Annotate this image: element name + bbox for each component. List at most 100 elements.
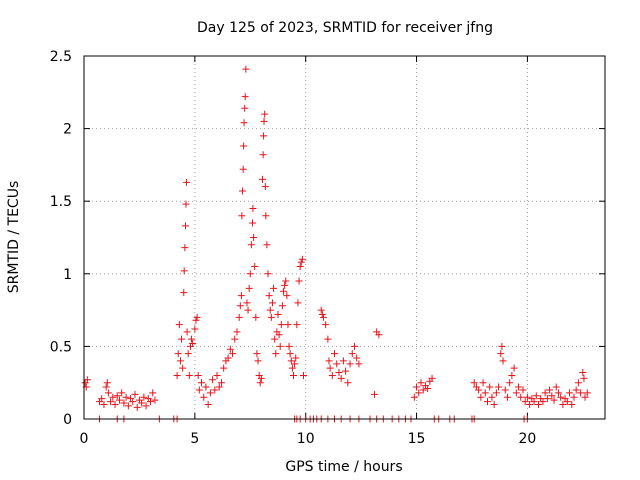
data-point — [104, 389, 112, 397]
data-point — [339, 357, 347, 365]
data-point — [413, 383, 421, 391]
data-point — [319, 313, 327, 321]
x-tick-label: 10 — [297, 431, 315, 447]
data-point — [534, 400, 542, 408]
data-point — [178, 335, 186, 343]
data-point — [532, 392, 540, 400]
data-point — [523, 393, 531, 401]
data-point — [499, 357, 507, 365]
data-point — [202, 383, 210, 391]
data-point — [129, 398, 137, 406]
data-point — [342, 367, 350, 375]
data-point — [337, 374, 345, 382]
data-point — [173, 371, 181, 379]
data-point — [286, 350, 294, 358]
data-point — [233, 328, 241, 336]
data-point — [290, 371, 298, 379]
data-point — [175, 321, 183, 329]
data-point — [237, 292, 245, 300]
data-point — [293, 321, 301, 329]
data-point — [583, 389, 591, 397]
data-point — [191, 325, 199, 333]
data-point — [318, 310, 326, 318]
data-point — [241, 104, 249, 112]
data-point — [240, 142, 248, 150]
tick-labels: 0 5 10 15 20 0 0.5 1 1.5 2 2.5 — [50, 49, 537, 447]
data-point — [131, 390, 139, 398]
data-point — [488, 393, 496, 401]
data-point — [278, 302, 286, 310]
data-point — [479, 379, 487, 387]
data-point — [195, 386, 203, 394]
x-tick-label: 5 — [190, 431, 199, 447]
data-point — [297, 258, 305, 266]
data-point — [285, 342, 293, 350]
data-point — [510, 364, 518, 372]
data-point — [252, 313, 260, 321]
data-point — [151, 396, 159, 404]
data-point — [424, 385, 432, 393]
data-point — [253, 350, 261, 358]
data-point — [247, 241, 255, 249]
data-point — [325, 357, 333, 365]
data-point — [346, 360, 354, 368]
data-point — [483, 398, 491, 406]
data-point — [102, 383, 110, 391]
data-point — [176, 357, 184, 365]
data-point — [566, 389, 574, 397]
data-point — [267, 313, 275, 321]
data-point — [497, 350, 505, 358]
data-point — [254, 357, 262, 365]
chart-title: Day 125 of 2023, SRMTID for receiver jfn… — [197, 20, 493, 36]
data-point — [572, 386, 580, 394]
data-point — [284, 321, 292, 329]
data-point — [568, 400, 576, 408]
data-point — [229, 350, 237, 358]
data-point — [282, 277, 290, 285]
data-point — [577, 389, 585, 397]
data-point — [260, 117, 268, 125]
data-point — [113, 392, 121, 400]
data-point — [242, 65, 250, 73]
data-point — [515, 383, 523, 391]
data-point — [231, 335, 239, 343]
data-point — [326, 364, 334, 372]
data-point — [185, 371, 193, 379]
data-point — [490, 400, 498, 408]
data-point — [281, 281, 289, 289]
data-point — [317, 306, 325, 314]
data-point — [213, 371, 221, 379]
data-point — [249, 204, 257, 212]
data-point — [83, 376, 91, 384]
data-point — [182, 178, 190, 186]
data-point — [552, 383, 560, 391]
data-point — [581, 393, 589, 401]
data-point — [217, 379, 225, 387]
data-point — [181, 244, 189, 252]
data-point — [120, 399, 128, 407]
data-point — [530, 398, 538, 406]
data-point — [103, 379, 111, 387]
data-point — [275, 331, 283, 339]
data-point — [189, 339, 197, 347]
data-point — [246, 270, 254, 278]
data-point — [543, 395, 551, 403]
data-point — [239, 165, 247, 173]
data-point — [417, 379, 425, 387]
data-point — [240, 119, 248, 127]
data-point — [280, 287, 288, 295]
data-point — [324, 335, 332, 343]
data-point — [138, 399, 146, 407]
data-point — [503, 393, 511, 401]
data-point — [220, 364, 228, 372]
data-point — [428, 374, 436, 382]
data-point — [554, 389, 562, 397]
data-point — [265, 292, 273, 300]
x-tick-label: 15 — [408, 431, 426, 447]
data-point — [226, 345, 234, 353]
data-point — [268, 299, 276, 307]
data-point — [579, 369, 587, 377]
data-point — [241, 93, 249, 101]
data-point — [250, 234, 258, 241]
